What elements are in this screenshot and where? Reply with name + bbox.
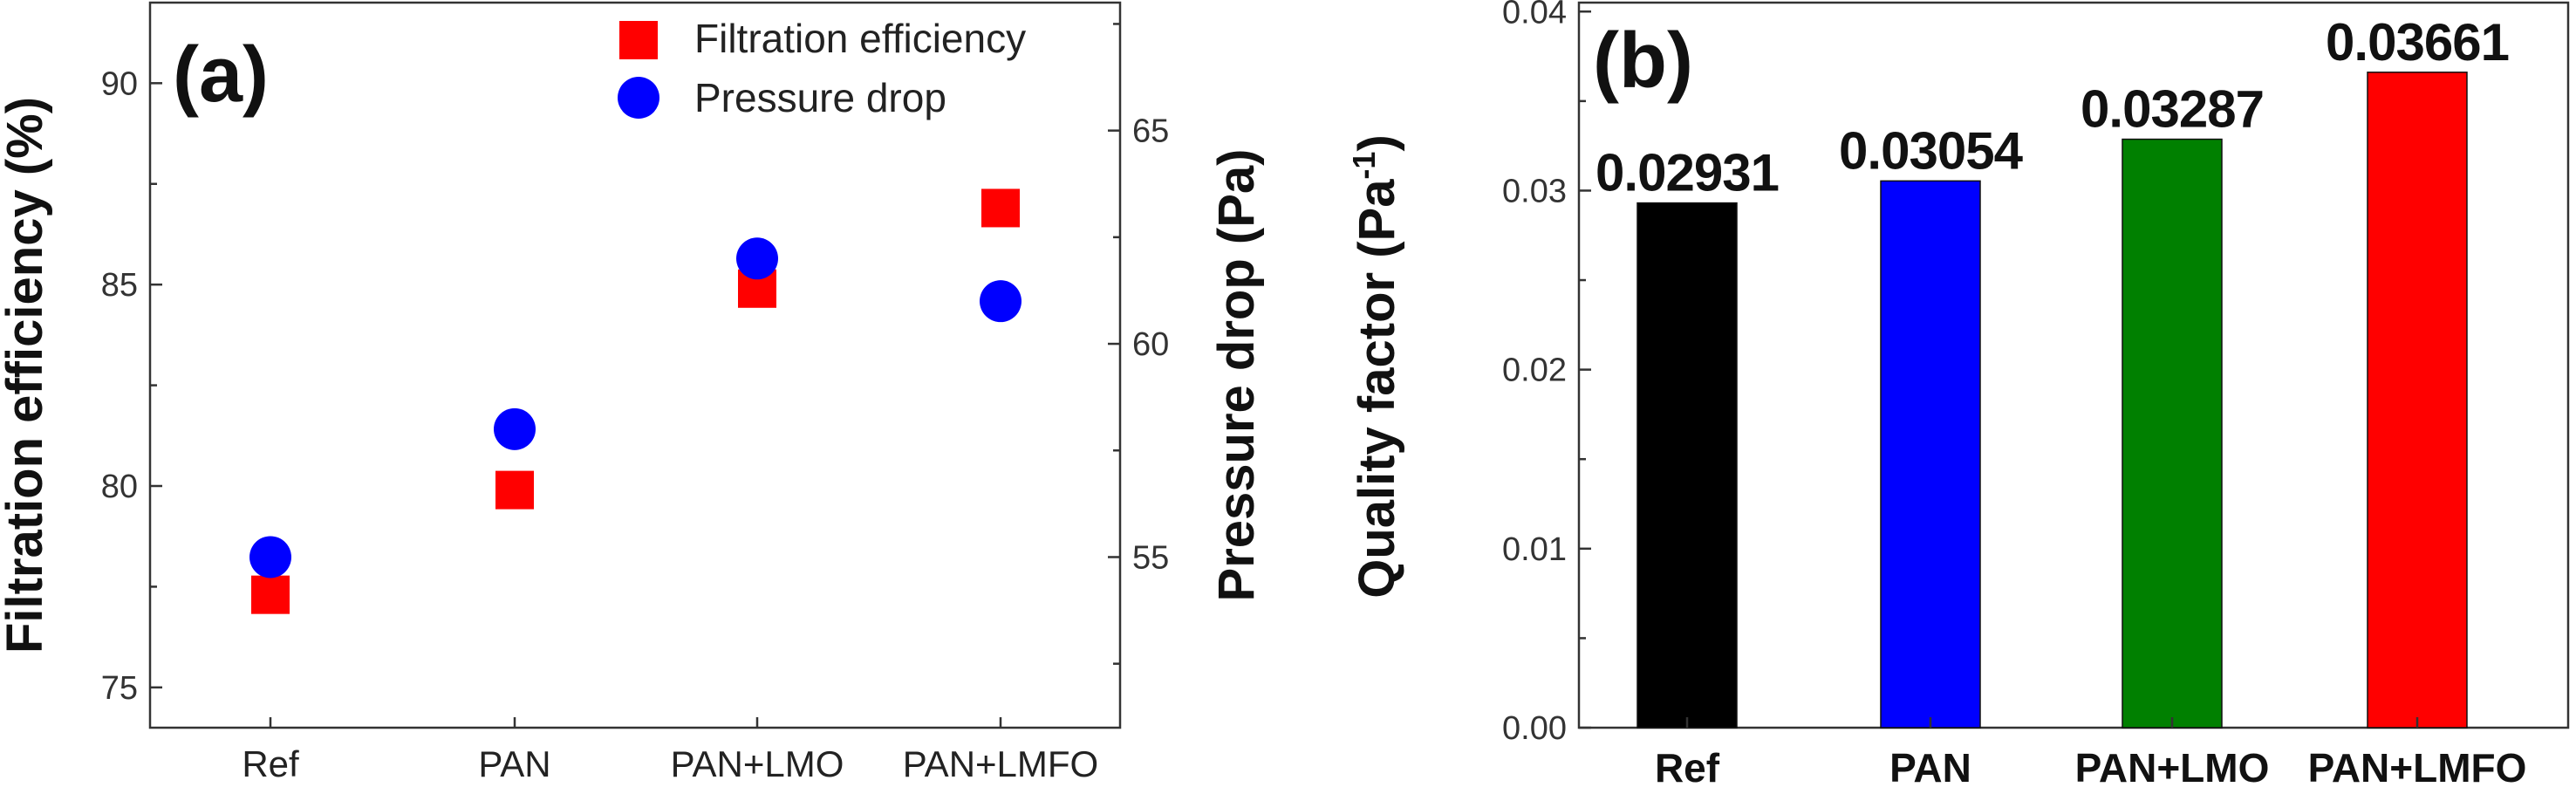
panel-b-ticks: 0.00 0.01 0.02 0.03 0.04 (1502, 0, 1591, 747)
legend-label-pressure: Pressure drop (694, 75, 946, 120)
panel-b-bars (1636, 72, 2468, 729)
y-tick-label: 0.01 (1502, 531, 1567, 568)
panel-b-axis-title-superscript: -1 (1346, 152, 1382, 180)
category-label: PAN+LMO (671, 743, 844, 784)
pressure-drop-point (980, 280, 1022, 323)
filtration-efficiency-point (981, 188, 1020, 228)
panel-a-points (249, 188, 1022, 614)
panel-a-right-ticks: 55 60 65 (1108, 23, 1169, 665)
quality-factor-bar (1636, 202, 1738, 729)
category-label: PAN+LMFO (2308, 745, 2527, 791)
pressure-drop-point (736, 237, 778, 280)
bar-value-label: 0.03054 (1839, 121, 2024, 180)
y-tick-label: 0.03 (1502, 173, 1567, 209)
panel-b-axis-title-suffix: ) (1349, 134, 1405, 151)
panel-b-axis-title-main: Quality factor (Pa (1349, 179, 1405, 599)
quality-factor-bar (2367, 72, 2468, 729)
panel-a-category-labels: Ref PAN PAN+LMO PAN+LMFO (242, 717, 1098, 784)
legend-label-filtration: Filtration efficiency (694, 16, 1026, 61)
panel-b-plot-frame (1577, 1, 2570, 729)
filtration-efficiency-point (495, 470, 534, 510)
left-tick-label: 80 (101, 469, 138, 505)
panel-a-legend: Filtration efficiency Pressure drop (618, 16, 1026, 120)
left-tick-label: 90 (101, 65, 138, 102)
category-label: PAN+LMO (2075, 745, 2270, 791)
panel-a-plot-frame (148, 1, 1122, 729)
panel-a-left-ticks: 75 80 85 90 (101, 65, 162, 707)
right-tick-label: 65 (1132, 113, 1169, 150)
quality-factor-bar (2122, 138, 2223, 729)
panel-a-left-axis-title: Filtration efficiency (%) (0, 97, 53, 654)
right-tick-label: 60 (1132, 326, 1169, 363)
panel-b-axis-title: Quality factor (Pa-1) (1346, 134, 1405, 599)
category-label: PAN (478, 743, 550, 784)
right-tick-label: 55 (1132, 539, 1169, 576)
panel-a-label: (a) (173, 31, 269, 119)
panel-b-label: (b) (1593, 17, 1693, 105)
bar-value-label: 0.03287 (2081, 80, 2264, 139)
quality-factor-bar (1880, 180, 1981, 729)
left-tick-label: 75 (101, 670, 138, 707)
y-tick-label: 0.04 (1502, 0, 1567, 31)
category-label: PAN+LMFO (903, 743, 1098, 784)
panel-b-value-labels: 0.02931 0.03054 0.03287 0.03661 (1595, 13, 2510, 202)
panel-b: (b) Quality factor (Pa-1) 0.000.010.020.… (1346, 0, 2570, 791)
panel-a: (a) Filtration efficiency (%) Pressure d… (0, 1, 1265, 784)
left-tick-label: 85 (101, 267, 138, 304)
category-label: Ref (242, 743, 299, 784)
y-tick-label: 0.02 (1502, 353, 1567, 389)
y-tick-label: 0.00 (1502, 710, 1567, 747)
legend-circle-marker (618, 77, 659, 119)
filtration-efficiency-point (251, 575, 290, 614)
pressure-drop-point (494, 407, 536, 450)
bar-value-label: 0.03661 (2326, 13, 2509, 72)
pressure-drop-point (249, 536, 291, 578)
panel-b-category-labels: Ref PAN PAN+LMO PAN+LMFO (1655, 717, 2527, 791)
panel-a-right-axis-title: Pressure drop (Pa) (1208, 149, 1265, 602)
bar-value-label: 0.02931 (1595, 144, 1779, 202)
legend-square-marker (619, 21, 658, 59)
category-label: PAN (1889, 745, 1971, 791)
category-label: Ref (1655, 745, 1720, 791)
